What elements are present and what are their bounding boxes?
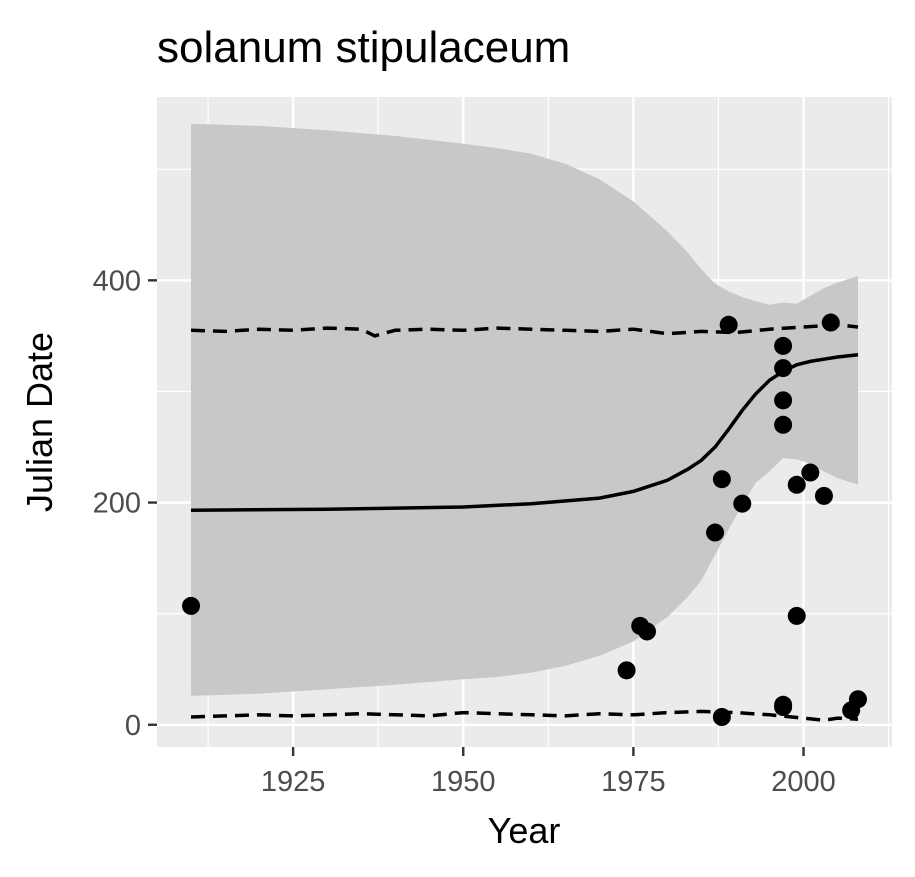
data-point	[706, 523, 725, 542]
x-tick-label: 1950	[431, 766, 496, 798]
fit-line	[190, 353, 859, 513]
data-point	[787, 475, 806, 494]
data-point	[712, 470, 731, 489]
data-point	[801, 463, 820, 482]
x-tick-label: 2000	[771, 766, 836, 798]
upper-dashed-line	[190, 323, 859, 338]
data-point	[774, 698, 793, 716]
data-point	[733, 494, 752, 513]
data-point	[638, 622, 656, 641]
data-points	[182, 313, 867, 726]
data-point	[774, 391, 793, 410]
data-point	[774, 415, 793, 434]
y-axis: 0 200 400	[93, 265, 157, 742]
data-point	[774, 336, 793, 355]
data-point	[848, 690, 867, 709]
x-axis: 1925 1950 1975 2000	[261, 747, 836, 798]
y-axis-title: Julian Date	[19, 332, 60, 512]
confidence-ribbon	[191, 123, 858, 696]
data-point	[774, 359, 793, 378]
x-tick-label: 1975	[601, 766, 666, 798]
data-point	[821, 313, 840, 332]
y-tick-label: 400	[93, 265, 141, 297]
y-tick-label: 200	[93, 488, 141, 520]
data-point	[787, 606, 806, 625]
x-axis-title: Year	[488, 810, 561, 851]
data-point	[712, 708, 731, 726]
y-tick-label: 0	[125, 710, 141, 742]
data-point	[617, 661, 636, 680]
data-point	[182, 596, 201, 615]
lower-dashed-line	[190, 709, 859, 723]
data-point	[719, 315, 738, 334]
x-tick-label: 1925	[261, 766, 326, 798]
chart-title: solanum stipulaceum	[157, 23, 570, 72]
data-point	[814, 486, 833, 505]
